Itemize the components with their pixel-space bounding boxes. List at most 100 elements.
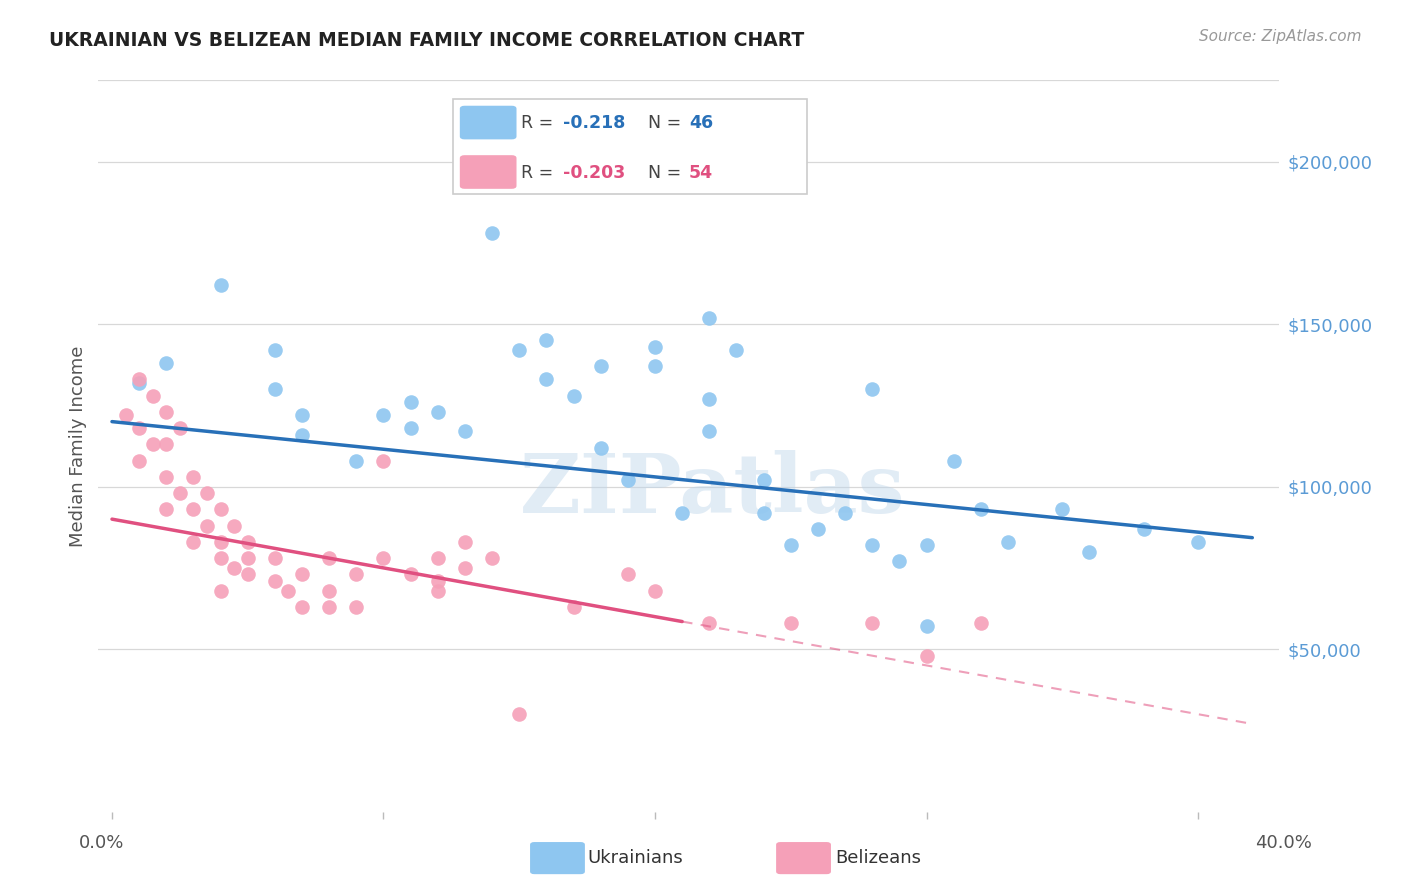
Text: R =: R = bbox=[522, 114, 560, 132]
Point bbox=[209, 583, 232, 598]
Point bbox=[318, 599, 340, 614]
Point bbox=[508, 343, 530, 357]
Point bbox=[195, 486, 218, 500]
Point bbox=[697, 310, 720, 325]
Point bbox=[536, 334, 558, 348]
Point bbox=[373, 551, 395, 566]
Point bbox=[373, 408, 395, 422]
Point bbox=[264, 574, 287, 588]
Point bbox=[142, 389, 165, 403]
Point bbox=[562, 389, 585, 403]
Point bbox=[697, 392, 720, 406]
Point bbox=[224, 518, 246, 533]
Text: 46: 46 bbox=[689, 114, 713, 132]
FancyBboxPatch shape bbox=[460, 155, 516, 189]
Point bbox=[481, 226, 503, 240]
Point bbox=[1052, 502, 1074, 516]
Point bbox=[454, 561, 477, 575]
Point bbox=[264, 343, 287, 357]
Point bbox=[779, 538, 801, 552]
Point bbox=[779, 616, 801, 631]
Point bbox=[291, 567, 314, 582]
Point bbox=[155, 437, 177, 451]
Point bbox=[169, 421, 191, 435]
Point bbox=[697, 616, 720, 631]
Point bbox=[155, 405, 177, 419]
Point bbox=[399, 395, 422, 409]
Point bbox=[236, 551, 259, 566]
Point bbox=[860, 538, 883, 552]
Point bbox=[426, 574, 449, 588]
Text: UKRAINIAN VS BELIZEAN MEDIAN FAMILY INCOME CORRELATION CHART: UKRAINIAN VS BELIZEAN MEDIAN FAMILY INCO… bbox=[49, 31, 804, 50]
Point bbox=[536, 372, 558, 386]
Point bbox=[373, 453, 395, 467]
Text: -0.203: -0.203 bbox=[562, 164, 624, 182]
Point bbox=[807, 522, 830, 536]
Point bbox=[183, 502, 205, 516]
Point bbox=[344, 599, 367, 614]
Text: -0.218: -0.218 bbox=[562, 114, 624, 132]
Point bbox=[128, 453, 150, 467]
Point bbox=[644, 583, 666, 598]
Text: 54: 54 bbox=[689, 164, 713, 182]
Point bbox=[644, 359, 666, 374]
Point bbox=[209, 535, 232, 549]
Point bbox=[114, 408, 136, 422]
Point bbox=[426, 551, 449, 566]
Text: 40.0%: 40.0% bbox=[1256, 834, 1312, 852]
Point bbox=[224, 561, 246, 575]
Text: Source: ZipAtlas.com: Source: ZipAtlas.com bbox=[1198, 29, 1361, 44]
Point bbox=[481, 551, 503, 566]
Point bbox=[277, 583, 299, 598]
Point bbox=[236, 567, 259, 582]
Point bbox=[915, 619, 938, 633]
Point bbox=[970, 616, 993, 631]
Point bbox=[169, 486, 191, 500]
Point bbox=[562, 599, 585, 614]
Point bbox=[128, 376, 150, 390]
FancyBboxPatch shape bbox=[460, 106, 516, 139]
Point bbox=[752, 473, 775, 487]
Point bbox=[128, 421, 150, 435]
Point bbox=[128, 372, 150, 386]
Point bbox=[399, 567, 422, 582]
Point bbox=[183, 535, 205, 549]
Point bbox=[209, 502, 232, 516]
Point bbox=[697, 425, 720, 439]
Point bbox=[155, 470, 177, 484]
Point bbox=[183, 470, 205, 484]
Point bbox=[1078, 544, 1101, 558]
Point bbox=[942, 453, 965, 467]
Point bbox=[426, 583, 449, 598]
Point bbox=[481, 161, 503, 175]
Point bbox=[834, 506, 856, 520]
Point bbox=[195, 518, 218, 533]
Point bbox=[671, 506, 693, 520]
Point bbox=[264, 551, 287, 566]
Point bbox=[399, 421, 422, 435]
Point bbox=[236, 535, 259, 549]
Point bbox=[915, 648, 938, 663]
Text: N =: N = bbox=[648, 114, 686, 132]
Y-axis label: Median Family Income: Median Family Income bbox=[69, 345, 87, 547]
Point bbox=[264, 382, 287, 396]
Point bbox=[589, 441, 612, 455]
Text: N =: N = bbox=[648, 164, 686, 182]
Point bbox=[318, 551, 340, 566]
Point bbox=[454, 535, 477, 549]
Point bbox=[889, 554, 911, 568]
Point bbox=[970, 502, 993, 516]
Point bbox=[344, 567, 367, 582]
Point bbox=[752, 506, 775, 520]
Point bbox=[860, 616, 883, 631]
Point bbox=[344, 453, 367, 467]
Point bbox=[291, 599, 314, 614]
Point bbox=[291, 408, 314, 422]
Text: 0.0%: 0.0% bbox=[79, 834, 124, 852]
Point bbox=[155, 356, 177, 370]
FancyBboxPatch shape bbox=[453, 99, 807, 194]
Text: ZIPatlas: ZIPatlas bbox=[520, 450, 905, 530]
Point bbox=[209, 278, 232, 293]
Point bbox=[1187, 535, 1209, 549]
Point bbox=[155, 502, 177, 516]
